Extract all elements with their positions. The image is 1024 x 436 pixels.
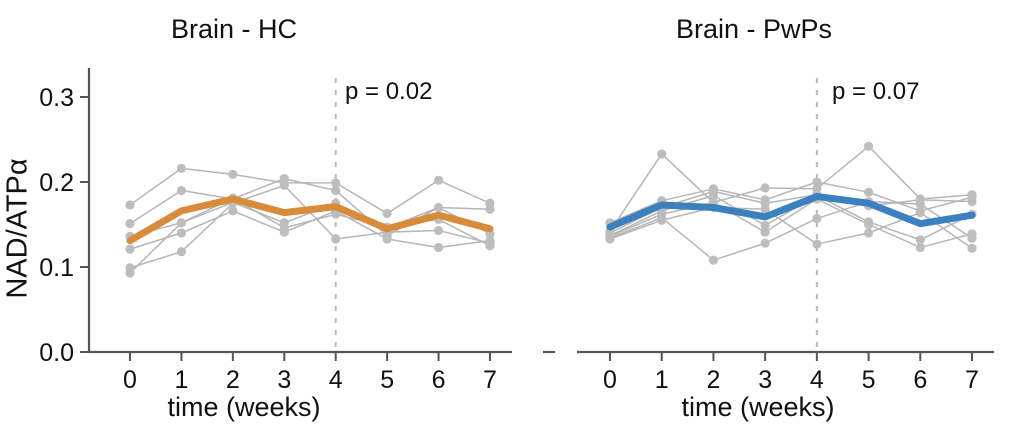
x-axis-label: time (weeks): [167, 392, 321, 422]
x-tick-label: 0: [123, 366, 137, 394]
subject-data-point: [382, 234, 392, 244]
subject-data-point: [760, 238, 770, 248]
subject-data-point: [915, 235, 925, 245]
subject-data-point: [760, 183, 770, 193]
subject-data-point: [657, 149, 667, 159]
subject-trace: [129, 167, 491, 215]
group-mean-line: [126, 195, 494, 245]
x-tick-label: 5: [862, 366, 876, 394]
subject-data-point: [863, 187, 874, 197]
subject-data-point: [176, 218, 187, 228]
x-tick-label: 3: [758, 366, 772, 394]
subject-data-point: [176, 185, 187, 196]
subject-data-point: [331, 209, 341, 219]
panel-title: Brain - PwPs: [675, 14, 833, 44]
subject-trace: [609, 145, 973, 233]
panel-title: Brain - HC: [170, 14, 298, 44]
subject-data-point: [863, 228, 874, 238]
subject-data-point: [708, 191, 719, 201]
subject-data-point: [433, 225, 444, 236]
x-tick-label: 7: [483, 366, 497, 394]
group-mean-line: [606, 192, 976, 231]
subject-data-point: [812, 213, 822, 224]
x-tick-label: 7: [965, 366, 979, 394]
subject-data-point: [485, 204, 495, 214]
subject-data-point: [331, 234, 341, 244]
subject-data-point: [812, 239, 822, 249]
subject-data-point: [125, 200, 135, 210]
subject-data-point: [125, 244, 135, 254]
x-tick-label: 1: [174, 366, 188, 394]
subject-data-point: [228, 206, 238, 216]
subject-trace: [129, 177, 491, 237]
x-tick-label: 3: [277, 366, 291, 394]
subject-data-point: [279, 174, 289, 184]
subject-data-point: [176, 163, 187, 173]
subject-data-point: [915, 242, 925, 253]
subject-data-point: [228, 169, 238, 179]
subject-data-point: [863, 141, 874, 151]
panel-brain-pwps: Brain - PwPs time (weeks) p = 0.07 0 1 2 3 4…: [512, 0, 1024, 436]
subject-data-point: [760, 220, 770, 230]
subject-data-point: [915, 199, 925, 209]
p-value-annotation: p = 0.07: [832, 78, 920, 105]
x-tick-label: 6: [913, 366, 927, 394]
subject-data-point: [125, 268, 135, 278]
subject-data-point: [812, 177, 822, 187]
subject-data-point: [382, 208, 392, 219]
x-tick-label: 5: [380, 366, 394, 394]
subject-data-point: [176, 247, 187, 257]
subject-data-point: [433, 242, 444, 253]
subject-data-point: [433, 202, 444, 213]
subject-data-point: [125, 219, 135, 229]
subject-trace: [609, 200, 973, 261]
x-tick-label: 0: [603, 366, 617, 394]
plot-area-hc: 0.0 0.1 0.2 0.3 0 1 2 3 4 5 6 7: [39, 68, 512, 394]
subject-data-point: [657, 215, 667, 225]
subject-trace: [609, 206, 973, 250]
subject-data-point: [331, 185, 341, 196]
subject-data-point: [605, 234, 615, 244]
subject-data-point: [760, 204, 770, 214]
subject-data-point: [760, 227, 770, 237]
y-tick-label: 0.3: [39, 84, 74, 112]
x-tick-label: 4: [810, 366, 824, 394]
subject-data-point: [485, 241, 495, 251]
subject-trace: [609, 181, 973, 224]
x-tick-label: 2: [226, 366, 240, 394]
subject-data-point: [176, 228, 187, 238]
x-tick-label: 6: [432, 366, 446, 394]
plot-area-pwps: 0 1 2 3 4 5 6 7: [543, 78, 994, 394]
panel-brain-hc: Brain - HC NAD/ATPα time (weeks) p = 0.0…: [2, 14, 512, 422]
x-tick-label: 1: [655, 366, 669, 394]
subject-data-point: [708, 255, 719, 265]
x-tick-label: 2: [706, 366, 720, 394]
subject-data-point: [915, 208, 925, 218]
subject-trace: [609, 198, 973, 249]
p-value-annotation: p = 0.02: [345, 78, 433, 105]
subject-data-point: [433, 175, 444, 185]
subject-data-point: [967, 243, 977, 253]
subject-data-point: [967, 233, 977, 243]
subject-data-point: [331, 178, 341, 188]
x-axis-label: time (weeks): [681, 392, 835, 422]
y-tick-label: 0.2: [39, 169, 74, 197]
subject-data-point: [863, 219, 874, 230]
subject-data-point: [967, 196, 977, 207]
x-tick-label: 4: [329, 366, 343, 394]
subject-data-point: [279, 223, 289, 233]
subject-data-point: [279, 180, 289, 190]
y-tick-label: 0.1: [39, 254, 74, 282]
y-tick-label: 0.0: [39, 339, 74, 367]
